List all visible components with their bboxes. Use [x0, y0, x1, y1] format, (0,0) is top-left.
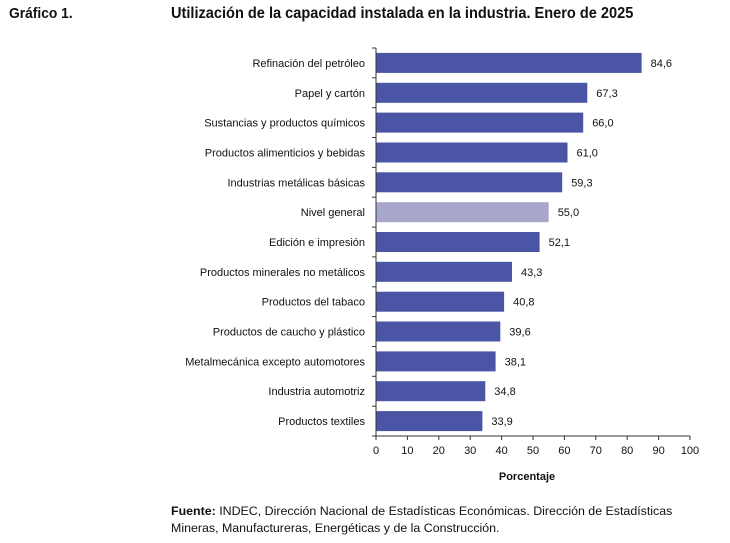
bar: [376, 52, 642, 73]
bar: [376, 381, 486, 402]
bar: [376, 202, 549, 223]
bar: [376, 411, 483, 432]
value-label: 84,6: [651, 58, 672, 70]
source-label: Fuente:: [171, 504, 216, 518]
x-tick-label: 90: [652, 445, 664, 457]
category-label: Productos minerales no metálicos: [200, 267, 366, 279]
x-tick-label: 60: [558, 445, 570, 457]
x-axis-title: Porcentaje: [499, 471, 555, 483]
x-tick-label: 100: [681, 445, 699, 457]
x-tick-label: 80: [621, 445, 633, 457]
x-tick-label: 70: [590, 445, 602, 457]
x-tick-label: 10: [401, 445, 413, 457]
x-tick-label: 50: [527, 445, 539, 457]
x-tick-label: 20: [433, 445, 445, 457]
x-tick-label: 40: [495, 445, 507, 457]
chart-header: Gráfico 1. Utilización de la capacidad i…: [0, 5, 730, 29]
bar: [376, 321, 501, 342]
chart-title: Utilización de la capacidad instalada en…: [171, 5, 634, 22]
value-label: 40,8: [513, 297, 534, 309]
bar: [376, 112, 584, 133]
bar: [376, 351, 496, 372]
value-label: 38,1: [505, 356, 526, 368]
category-label: Sustancias y productos químicos: [204, 118, 365, 130]
x-tick-label: 0: [373, 445, 379, 457]
value-label: 34,8: [494, 386, 515, 398]
category-label: Productos de caucho y plástico: [213, 327, 365, 339]
bar: [376, 142, 568, 163]
category-label: Productos del tabaco: [262, 297, 365, 309]
source-note: Fuente: INDEC, Dirección Nacional de Est…: [171, 503, 721, 537]
bar: [376, 172, 563, 193]
source-text: INDEC, Dirección Nacional de Estadística…: [171, 504, 673, 535]
chart-number: Gráfico 1.: [9, 5, 73, 22]
bar: [376, 291, 505, 312]
bar: [376, 261, 512, 282]
value-label: 52,1: [549, 237, 570, 249]
bar-chart: Refinación del petróleo 84,6 Papel y cartó…: [185, 47, 699, 483]
category-label: Edición e impresión: [269, 237, 365, 249]
category-label: Metalmecánica excepto automotores: [185, 356, 365, 368]
category-label: Industria automotriz: [268, 386, 365, 398]
category-label: Industrias metálicas básicas: [227, 177, 365, 189]
bar: [376, 82, 588, 103]
value-label: 33,9: [491, 416, 512, 428]
value-label: 55,0: [558, 207, 579, 219]
category-label: Productos alimenticios y bebidas: [205, 148, 366, 160]
category-label: Papel y cartón: [295, 88, 365, 100]
value-label: 39,6: [509, 327, 530, 339]
category-label: Nivel general: [301, 207, 365, 219]
x-tick-label: 30: [464, 445, 476, 457]
value-label: 66,0: [592, 118, 613, 130]
value-label: 67,3: [596, 88, 617, 100]
bar: [376, 232, 540, 252]
value-label: 59,3: [571, 177, 592, 189]
category-label: Productos textiles: [278, 416, 365, 428]
value-label: 61,0: [577, 148, 598, 160]
value-label: 43,3: [521, 267, 542, 279]
category-label: Refinación del petróleo: [252, 58, 365, 70]
